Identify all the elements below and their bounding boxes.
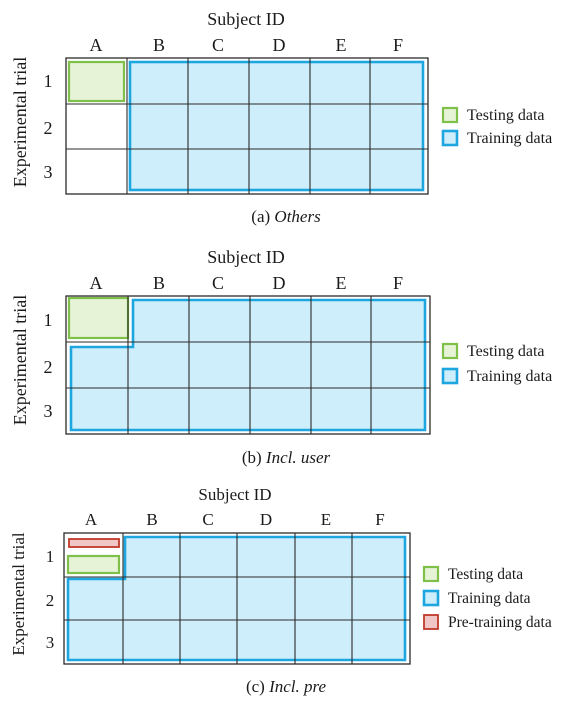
row-label-1: 1 [44,310,53,330]
axis-experimental-trial: Experimental trial [9,532,28,655]
testing-region [67,60,126,103]
col-label-c: C [212,35,224,55]
panel-incl-pre: Subject ID A B C D E F 1 2 3 Experimenta… [9,485,552,696]
col-label-e: E [321,510,331,529]
axis-experimental-trial: Experimental trial [10,57,30,187]
grid [65,295,431,435]
row-label-2: 2 [46,591,55,610]
legend-testing: Testing data [448,566,523,583]
col-label-a: A [90,35,103,55]
caption: (c) Incl. pre [246,677,327,696]
row-label-2: 2 [44,118,53,138]
panel-others: Subject ID A B C D E F 1 2 3 Experimenta… [10,9,552,226]
row-label-3: 3 [44,162,53,182]
panel-incl-user: Subject ID A B C D E F 1 2 3 Experimenta… [10,247,552,467]
col-label-f: F [375,510,384,529]
legend-swatch-training [422,589,440,607]
col-label-d: D [273,35,286,55]
grid [63,532,411,665]
legend-testing: Testing data [467,343,545,360]
col-label-c: C [212,273,224,293]
caption: (b) Incl. user [242,448,331,467]
col-label-b: B [153,273,165,293]
grid [65,57,429,195]
col-label-e: E [336,35,347,55]
caption: (a) Others [251,207,321,226]
col-label-d: D [273,273,286,293]
legend-swatch-pretraining [423,614,439,630]
row-label-3: 3 [46,633,55,652]
testing-region [67,296,130,340]
row-label-2: 2 [44,357,53,377]
pretraining-region [68,538,120,548]
col-label-e: E [336,273,347,293]
legend-swatch-testing [441,342,459,360]
legend-training: Training data [467,368,552,385]
row-label-1: 1 [46,547,55,566]
training-region [69,298,427,432]
col-label-d: D [260,510,272,529]
col-label-f: F [393,35,403,55]
row-label-1: 1 [44,71,53,91]
legend-pretraining: Pre-training data [448,614,552,631]
col-label-f: F [393,273,403,293]
legend: Testing data Training data [441,342,552,385]
legend: Testing data Training data [441,106,552,147]
legend-swatch-training [441,367,459,385]
axis-subject-id: Subject ID [207,9,284,29]
axis-subject-id: Subject ID [198,485,271,504]
legend-swatch-testing [422,565,440,583]
legend-swatch-training [441,129,459,147]
training-region [128,60,425,192]
row-label-3: 3 [44,401,53,421]
legend: Testing data Training data Pre-training … [422,565,552,631]
legend-testing: Testing data [467,107,545,124]
col-label-b: B [153,35,165,55]
col-label-a: A [85,510,98,529]
col-label-a: A [90,273,103,293]
legend-swatch-testing [441,106,459,124]
legend-training: Training data [467,130,552,147]
axis-experimental-trial: Experimental trial [10,295,30,425]
axis-subject-id: Subject ID [207,247,284,267]
legend-training: Training data [448,590,531,607]
col-label-b: B [146,510,157,529]
testing-region [66,554,121,575]
col-label-c: C [202,510,213,529]
